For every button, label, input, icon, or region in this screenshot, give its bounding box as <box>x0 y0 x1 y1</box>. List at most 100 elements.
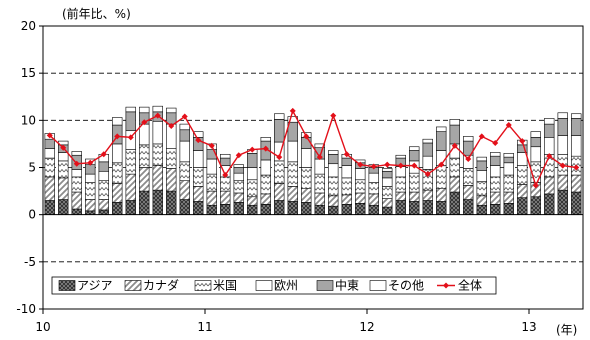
bar-segment-us <box>490 176 501 193</box>
bar-segment-canada <box>571 174 582 193</box>
total-point <box>249 146 256 153</box>
bar-segment-canada <box>436 187 447 202</box>
total-point <box>222 172 229 179</box>
total-point <box>289 107 296 114</box>
bar-segment-canada <box>557 174 568 191</box>
bar-segment-other <box>557 112 568 119</box>
legend-swatch-asia <box>58 280 76 291</box>
bar-segment-other <box>166 107 177 114</box>
bar-segment-canada <box>233 192 244 203</box>
bar-segment-asia <box>260 203 271 215</box>
bar-segment-us <box>287 161 298 187</box>
bar-segment-us <box>395 176 406 193</box>
bar-segment-other <box>490 152 501 157</box>
bar-segment-asia <box>301 202 312 215</box>
bar-segment-mideast <box>490 155 501 166</box>
bar-segment-europe <box>71 169 82 178</box>
legend-label-europe: 欧州 <box>274 279 298 293</box>
bar-segment-us <box>152 143 163 166</box>
bar-segment-us <box>517 165 528 185</box>
bar-segment-mideast <box>85 164 96 175</box>
bar-segment-other <box>463 136 474 142</box>
bar-segment-other <box>544 118 555 125</box>
bar-segment-mideast <box>233 167 244 174</box>
bar-segment-asia <box>422 200 433 215</box>
bar-segment-us <box>58 160 69 179</box>
bar-segment-us <box>125 149 136 175</box>
total-point <box>114 133 121 140</box>
bar-segment-other <box>382 168 393 172</box>
bar-segment-europe <box>233 172 244 182</box>
bar-segment-europe <box>206 158 217 175</box>
bar-segment-asia <box>328 205 339 215</box>
bar-segment-other <box>152 105 163 113</box>
total-point <box>73 160 80 167</box>
bar-segment-canada <box>139 167 150 192</box>
legend-label-mideast: 中東 <box>335 278 359 293</box>
total-point <box>370 163 377 170</box>
bar-segment-canada <box>71 191 82 210</box>
y-tick-label: 15 <box>21 66 36 80</box>
bar-segment-mideast <box>287 121 298 142</box>
bar-segment-canada <box>382 198 393 208</box>
total-point <box>168 122 175 129</box>
bar-segment-canada <box>247 196 258 206</box>
x-tick-label: 12 <box>359 320 374 334</box>
total-point <box>559 162 566 169</box>
bar-segment-europe <box>247 167 258 181</box>
total-point <box>492 139 499 146</box>
bar-segment-europe <box>314 158 325 175</box>
bar-segment-europe <box>355 168 366 181</box>
total-point <box>478 133 485 140</box>
total-point <box>262 145 269 152</box>
total-point <box>154 112 161 119</box>
bar-segment-asia <box>436 201 447 215</box>
bar-segment-us <box>355 179 366 194</box>
total-point <box>60 144 67 151</box>
bar-segment-us <box>463 168 474 186</box>
bar-segment-mideast <box>125 111 136 132</box>
bar-segment-asia <box>314 204 325 215</box>
total-point <box>141 119 148 126</box>
bar-segment-mideast <box>422 142 433 157</box>
bar-segment-asia <box>274 200 285 215</box>
bar-segment-other <box>112 117 123 126</box>
bar-segment-asia <box>409 201 420 215</box>
bar-segment-mideast <box>220 157 231 166</box>
bar-segment-other <box>139 106 150 114</box>
total-point <box>384 161 391 168</box>
total-point <box>276 154 283 161</box>
bar-segment-other <box>436 126 447 132</box>
bar-segment-canada <box>449 176 460 193</box>
total-point <box>195 137 202 144</box>
bar-segment-mideast <box>166 112 177 125</box>
bar-segment-us <box>71 176 82 193</box>
legend-swatch-canada <box>124 280 142 291</box>
y-tick-label: 0 <box>28 208 36 222</box>
x-tick-label: 10 <box>35 320 50 334</box>
bar-segment-canada <box>220 190 231 205</box>
bar-segment-asia <box>98 209 109 215</box>
x-tick-label: 13 <box>521 320 536 334</box>
bar-segment-europe <box>152 120 163 145</box>
bar-segment-asia <box>490 203 501 215</box>
total-point <box>316 154 323 161</box>
total-point <box>546 153 553 160</box>
bar-segment-us <box>179 161 190 182</box>
bar-segment-us <box>206 173 217 192</box>
bar-segment-canada <box>395 191 406 201</box>
bar-segment-asia <box>449 191 460 215</box>
bar-segment-canada <box>206 190 217 206</box>
total-point <box>87 159 94 166</box>
bar-segment-canada <box>476 195 487 206</box>
bar-segment-asia <box>287 201 298 215</box>
total-point <box>235 152 242 159</box>
bar-segment-us <box>449 157 460 178</box>
bar-segment-asia <box>503 203 514 215</box>
bar-segment-europe <box>557 135 568 155</box>
bar-segment-asia <box>544 193 555 215</box>
bar-segment-asia <box>166 190 177 215</box>
total-point <box>303 133 310 140</box>
bar-segment-us <box>260 174 271 195</box>
bar-segment-us <box>409 172 420 193</box>
